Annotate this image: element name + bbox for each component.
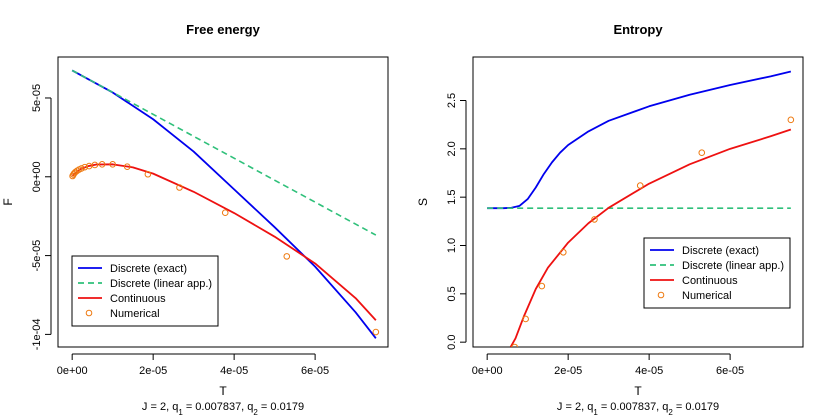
y-tick-label: 0.0 [446,335,458,350]
data-point-numerical [522,315,529,323]
x-tick-label: 2e-05 [554,365,582,377]
x-axis: 0e+00 2e-05 4e-05 6e-05 [57,353,329,377]
subtitle-part: J = 2, q [142,401,178,413]
data-point-numerical [109,161,116,168]
subtitle-part: 1 [593,408,598,415]
legend-label: Continuous [682,275,738,287]
legend-label: Discrete (linear app.) [682,260,784,272]
data-point-numerical [98,161,106,168]
x-axis-label: T [634,384,642,398]
chart-title: Entropy [613,22,663,37]
data-point-numerical [636,182,644,189]
y-tick-label: 5e-05 [31,84,43,112]
data-point-numerical [372,328,380,336]
y-tick-label: 0e+00 [31,161,43,192]
data-point-numerical [698,149,706,156]
legend-label: Continuous [110,293,166,305]
x-tick-label: 0e+00 [57,365,88,377]
y-axis-label: S [416,198,430,206]
x-tick-label: 4e-05 [635,365,663,377]
y-axis-label: F [1,198,15,205]
legend-label: Numerical [110,308,160,320]
chart-panel-entropy: Entropy 0e+00 2e-05 4e-05 6e-05 0.0 0.5 1.0 1.5 2… [416,22,804,415]
x-tick-label: 6e-05 [301,365,329,377]
subtitle-part: 2 [668,408,673,415]
y-axis: 0.0 0.5 1.0 1.5 2.0 2.5 [446,93,467,350]
plot-frame [57,56,389,348]
x-tick-label: 6e-05 [716,365,744,377]
data-point-numerical [559,248,567,256]
subtitle-part: 2 [253,408,258,415]
subtitle-part: 1 [178,408,183,415]
x-axis-label: T [219,384,227,398]
y-tick-label: -1e-04 [31,318,43,350]
y-tick-label: -5e-05 [31,240,43,272]
x-tick-label: 2e-05 [139,365,167,377]
legend-label: Numerical [682,290,732,302]
series-line-discrete-linear-app [71,69,377,236]
y-tick-label: 1.5 [446,190,458,205]
legend-label: Discrete (exact) [682,245,759,257]
data-point-numerical [591,216,598,223]
data-point-numerical [81,163,89,171]
legend: Discrete (exact) Discrete (linear app.) Co… [71,255,219,327]
series-group [487,70,795,347]
y-tick-label: 0.5 [446,286,458,301]
series-line-discrete-exact [71,69,377,339]
subtitle-part: = 0.007837, q [598,401,669,413]
x-tick-label: 4e-05 [220,365,248,377]
series-group [69,69,380,339]
series-line-discrete-exact [487,70,792,210]
data-point-numerical [91,161,99,169]
legend-swatch [85,309,93,317]
subtitle-part: J = 2, q [557,401,593,413]
data-point-numerical [283,253,291,260]
data-point-numerical [176,184,183,191]
data-point-numerical [144,170,152,178]
legend-swatch [657,291,665,299]
data-point-numerical [511,343,519,347]
series-line-continuous [71,163,377,321]
x-axis: 0e+00 2e-05 4e-05 6e-05 [472,353,744,377]
legend-label: Discrete (exact) [110,263,187,275]
data-point-numerical [538,282,546,290]
y-tick-label: 1.0 [446,238,458,253]
subtitle-part: = 0.0179 [258,401,304,413]
y-axis: -1e-04 -5e-05 0e+00 5e-05 [31,84,52,350]
chart-subtitle: J = 2, q1 = 0.007837, q2 = 0.0179 [557,401,719,415]
subtitle-part: = 0.0179 [673,401,719,413]
subtitle-part: = 0.007837, q [183,401,254,413]
y-tick-label: 2.0 [446,141,458,156]
data-point-numerical [221,209,229,217]
legend-label: Discrete (linear app.) [110,278,212,290]
y-tick-label: 2.5 [446,93,458,108]
chart-panel-free-energy: Free energy 0e+00 2e-05 4e-05 6e-05 -1e-04 -5e… [1,22,389,415]
plot-frame [472,56,804,348]
chart-subtitle: J = 2, q1 = 0.007837, q2 = 0.0179 [142,401,304,415]
x-tick-label: 0e+00 [472,365,503,377]
chart-title: Free energy [186,22,260,37]
data-point-numerical [787,116,795,124]
legend: Discrete (exact) Discrete (linear app.) Co… [643,237,791,309]
data-point-numerical [123,163,131,170]
data-point-numerical [78,165,85,172]
